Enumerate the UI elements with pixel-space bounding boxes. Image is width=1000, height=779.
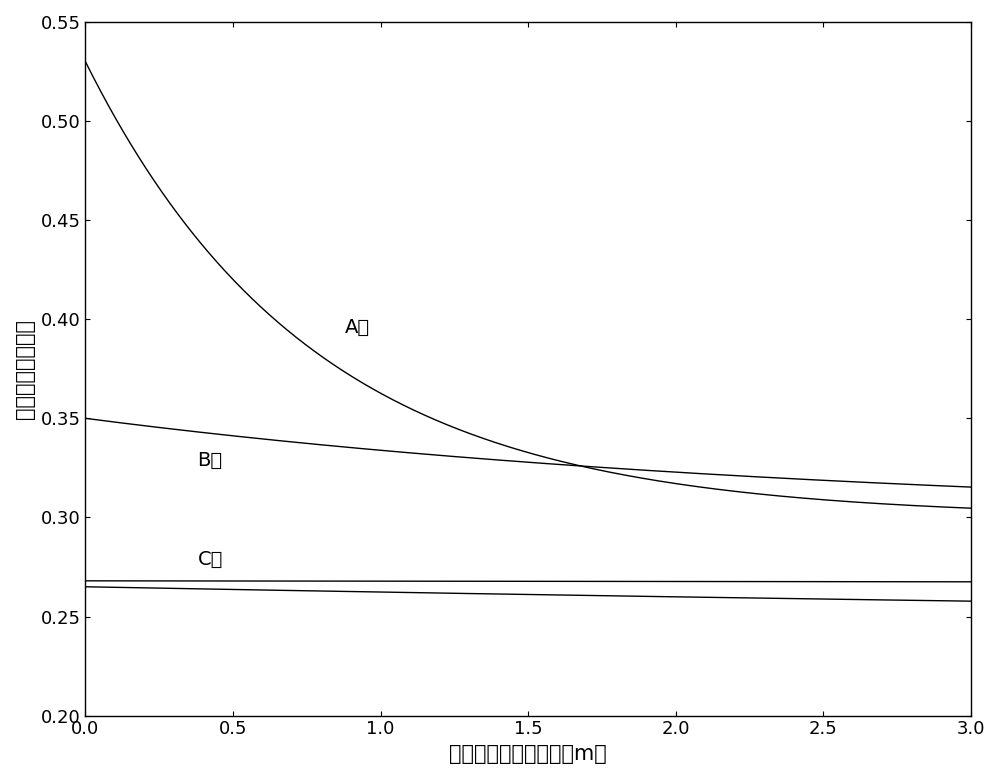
- Text: B相: B相: [198, 451, 223, 470]
- Text: A相: A相: [345, 318, 370, 337]
- Y-axis label: 感应过电压降低量: 感应过电压降低量: [15, 319, 35, 419]
- Text: C相: C相: [198, 550, 223, 569]
- X-axis label: 避雷线支架架设高度（m）: 避雷线支架架设高度（m）: [449, 744, 607, 764]
